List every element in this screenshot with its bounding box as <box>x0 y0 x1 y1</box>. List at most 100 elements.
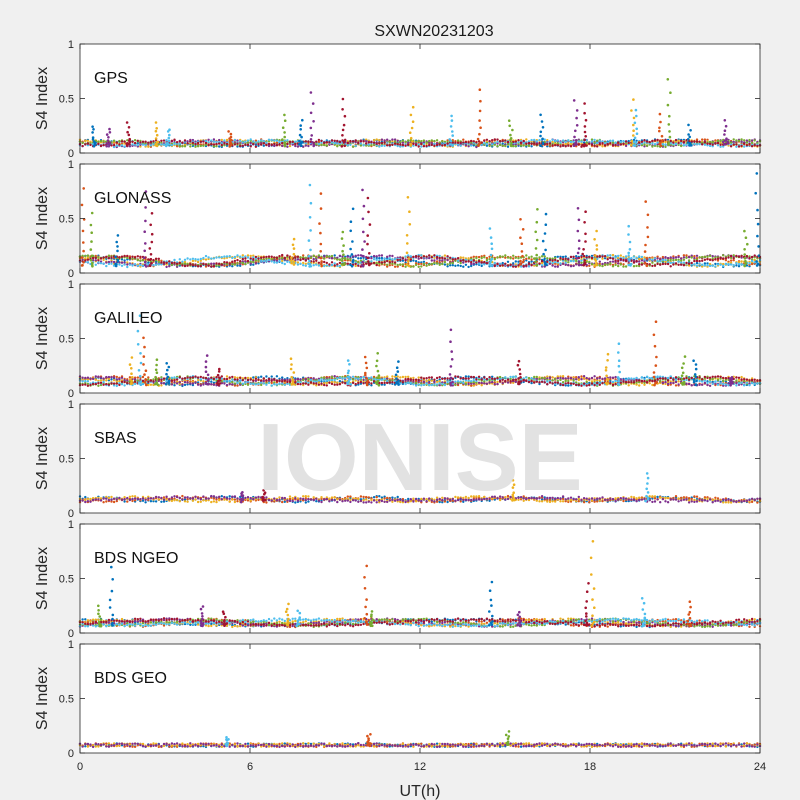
data-point <box>152 258 155 262</box>
data-point <box>430 262 433 266</box>
data-point <box>493 138 496 141</box>
data-point <box>740 375 743 379</box>
spike-point <box>309 138 313 141</box>
data-point <box>196 258 200 261</box>
data-point <box>291 140 294 144</box>
data-point <box>535 140 538 143</box>
data-point <box>598 255 601 258</box>
data-point <box>601 145 604 148</box>
data-point <box>396 258 399 262</box>
spike-point <box>635 127 638 131</box>
data-point <box>273 139 276 142</box>
data-point <box>112 379 116 382</box>
spike-point <box>666 103 670 107</box>
data-point <box>596 141 599 145</box>
data-point <box>391 258 394 261</box>
data-point <box>530 142 533 146</box>
data-point <box>509 257 512 260</box>
data-point <box>252 260 255 264</box>
data-point <box>680 263 683 266</box>
data-point <box>609 254 612 257</box>
data-point <box>178 381 181 384</box>
data-point <box>483 142 486 145</box>
data-point <box>656 259 659 263</box>
data-point <box>123 254 126 258</box>
data-point <box>719 139 722 143</box>
spike-point <box>165 142 169 145</box>
data-point <box>204 258 208 261</box>
data-point <box>598 264 601 267</box>
data-point <box>86 142 90 145</box>
data-point <box>430 256 433 259</box>
data-point <box>598 142 601 146</box>
spike-point <box>534 230 537 234</box>
data-point <box>522 144 525 147</box>
data-point <box>706 255 709 258</box>
data-point <box>462 261 465 264</box>
spike-point <box>342 244 345 247</box>
data-point <box>215 145 218 148</box>
spike-point <box>519 259 522 263</box>
data-point <box>141 375 145 379</box>
data-point <box>729 145 733 148</box>
data-point <box>249 138 252 141</box>
spike-point <box>594 254 597 257</box>
data-point <box>606 258 609 261</box>
data-point <box>191 257 195 260</box>
data-point <box>693 140 696 143</box>
data-point <box>320 143 323 147</box>
spike-point <box>90 240 93 243</box>
data-point <box>323 255 326 258</box>
data-point <box>317 381 321 384</box>
spike-point <box>756 262 760 266</box>
data-point <box>388 257 391 260</box>
data-point <box>202 262 205 266</box>
data-point <box>110 256 113 259</box>
data-point <box>682 264 686 267</box>
spike-point <box>688 135 691 139</box>
data-point <box>480 256 483 260</box>
data-point <box>254 141 258 144</box>
spike-point <box>300 144 303 147</box>
data-point <box>732 143 735 146</box>
data-point <box>590 380 594 383</box>
data-point <box>175 262 179 265</box>
data-point <box>94 256 98 260</box>
data-point <box>425 261 428 265</box>
data-point <box>383 141 386 144</box>
data-point <box>162 382 166 385</box>
data-point <box>336 263 339 266</box>
data-point <box>564 263 567 266</box>
data-point <box>404 255 407 258</box>
data-point <box>183 262 187 265</box>
data-point <box>687 262 691 265</box>
data-point <box>372 258 376 261</box>
spike-point <box>573 135 576 139</box>
data-point <box>315 140 318 143</box>
data-point <box>102 377 105 380</box>
data-point <box>737 262 741 266</box>
data-point <box>110 376 113 379</box>
data-point <box>743 139 746 142</box>
data-point <box>748 262 751 265</box>
spike-point <box>310 141 314 144</box>
spike-point <box>299 128 303 131</box>
data-point <box>514 256 517 259</box>
data-point <box>588 255 591 259</box>
spike-point <box>343 144 347 148</box>
data-point <box>120 376 124 379</box>
data-point <box>561 258 565 261</box>
data-point <box>745 254 749 258</box>
data-point <box>567 139 570 142</box>
spike-point <box>148 258 152 262</box>
data-point <box>207 144 210 147</box>
data-point <box>260 259 263 263</box>
data-point <box>147 376 150 379</box>
data-point <box>91 256 95 260</box>
data-point <box>107 254 111 257</box>
spike-point <box>635 132 639 135</box>
data-point <box>685 143 688 147</box>
data-point <box>727 262 730 266</box>
data-point <box>443 257 447 260</box>
data-point <box>262 144 265 147</box>
